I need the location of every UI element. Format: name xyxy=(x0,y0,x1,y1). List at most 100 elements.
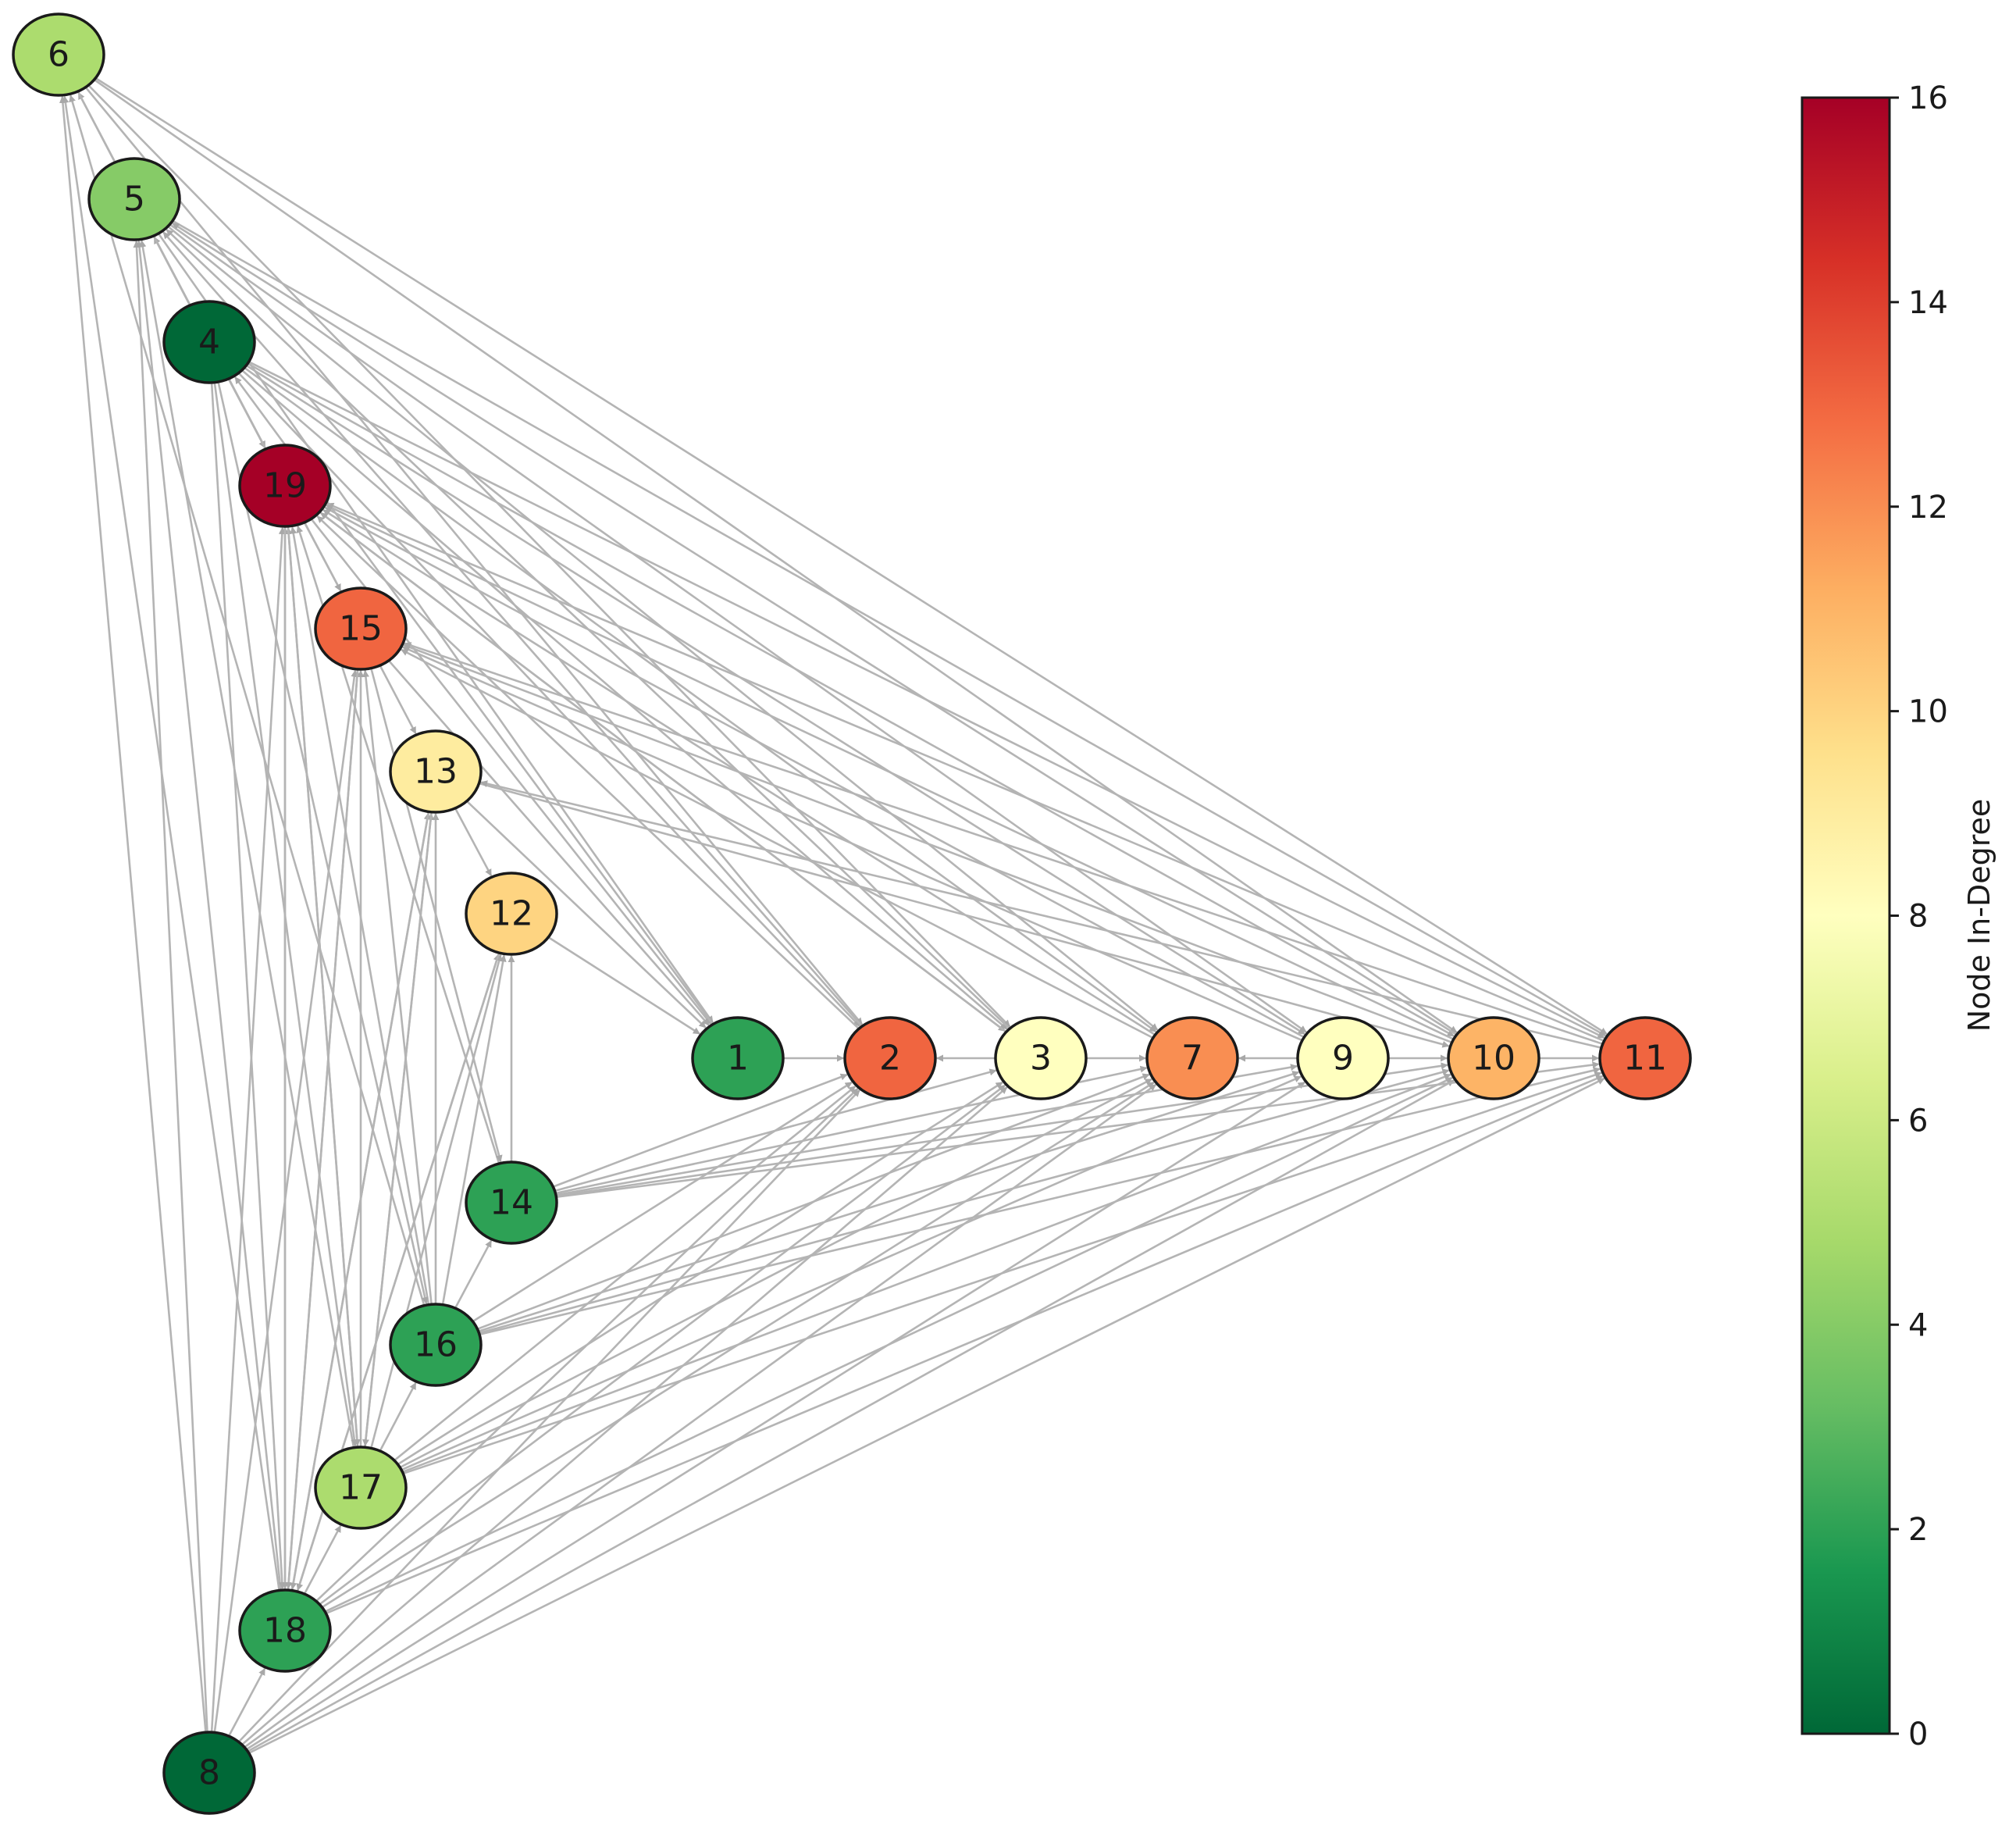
edge-8-to-18 xyxy=(227,1667,266,1737)
node-label-10: 10 xyxy=(1472,1039,1516,1079)
edge-16-to-11 xyxy=(479,1067,1601,1335)
edge-8-to-10 xyxy=(247,1079,1455,1752)
edge-17-to-11 xyxy=(402,1071,1602,1475)
edge-9-to-15 xyxy=(402,646,1303,1042)
node-circle-3 xyxy=(994,1016,1088,1100)
edge-8-to-11 xyxy=(248,1077,1605,1754)
edge-13-to-18 xyxy=(290,811,430,1590)
edge-5-to-9 xyxy=(169,223,1307,1033)
node-11: 11 xyxy=(1598,1016,1692,1100)
edge-8-to-9 xyxy=(245,1081,1305,1751)
node-circle-6 xyxy=(12,12,105,97)
node-circle-18 xyxy=(238,1588,332,1673)
node-16: 16 xyxy=(389,1303,483,1387)
node-label-4: 4 xyxy=(198,323,220,362)
edge-18-to-6 xyxy=(62,95,280,1591)
edge-16-to-14 xyxy=(454,1239,493,1309)
node-label-1: 1 xyxy=(727,1039,749,1079)
edge-17-to-16 xyxy=(379,1382,417,1452)
node-circle-2 xyxy=(843,1016,937,1100)
colorbar-tick-label: 12 xyxy=(1908,490,1948,526)
node-label-19: 19 xyxy=(263,466,307,506)
node-label-3: 3 xyxy=(1030,1039,1052,1079)
colorbar-tick-label: 6 xyxy=(1908,1103,1928,1139)
edge-6-to-2 xyxy=(84,86,864,1025)
colorbar-tick-label: 14 xyxy=(1908,285,1948,321)
edge-17-to-5 xyxy=(139,240,355,1448)
edge-10-to-19 xyxy=(326,504,1455,1040)
edge-11-to-13 xyxy=(480,780,1602,1049)
node-circle-10 xyxy=(1447,1016,1540,1100)
node-circle-13 xyxy=(389,729,483,814)
edge-18-to-17 xyxy=(303,1524,342,1595)
colorbar: 0 2 4 6 8 10 12 14 16 Node In-Degree xyxy=(1801,80,1996,1752)
edge-4-to-18 xyxy=(210,382,286,1589)
edge-2-to-19 xyxy=(316,515,860,1030)
node-label-13: 13 xyxy=(414,752,458,792)
edge-16-to-19 xyxy=(290,526,430,1305)
node-label-8: 8 xyxy=(198,1753,220,1793)
edge-14-to-10 xyxy=(556,1062,1448,1197)
edge-19-to-17 xyxy=(287,526,361,1446)
edge-13-to-12 xyxy=(454,808,493,877)
edge-16-to-2 xyxy=(472,1081,853,1323)
edge-4-to-16 xyxy=(217,381,429,1304)
node-circle-17 xyxy=(314,1446,408,1530)
node-label-12: 12 xyxy=(490,894,533,934)
node-10: 10 xyxy=(1447,1016,1540,1100)
edge-16-to-10 xyxy=(479,1068,1450,1335)
edge-13-to-1 xyxy=(465,800,707,1029)
node-label-15: 15 xyxy=(339,609,383,649)
node-19: 19 xyxy=(238,444,332,528)
node-3: 3 xyxy=(994,1016,1088,1100)
edge-8-to-19 xyxy=(210,527,286,1733)
edge-4-to-7 xyxy=(244,366,1157,1033)
edge-18-to-10 xyxy=(324,1076,1453,1613)
node-circle-19 xyxy=(238,444,332,528)
edge-17-to-7 xyxy=(399,1078,1152,1469)
node-18: 18 xyxy=(238,1588,332,1673)
edge-16-to-9 xyxy=(478,1071,1300,1332)
edge-15-to-14 xyxy=(370,668,503,1163)
edge-8-to-7 xyxy=(244,1083,1157,1749)
node-circle-9 xyxy=(1296,1016,1390,1100)
node-17: 17 xyxy=(314,1446,408,1530)
colorbar-tick-label: 0 xyxy=(1908,1717,1928,1752)
node-circle-1 xyxy=(691,1016,785,1100)
edge-14-to-2 xyxy=(552,1073,848,1188)
node-8: 8 xyxy=(162,1731,256,1815)
node-label-9: 9 xyxy=(1332,1039,1354,1079)
edge-16-to-12 xyxy=(441,954,507,1305)
node-13: 13 xyxy=(389,729,483,814)
edges-layer xyxy=(59,77,1608,1754)
edge-17-to-9 xyxy=(401,1075,1302,1471)
colorbar-tick-label: 2 xyxy=(1908,1512,1928,1548)
edge-10-to-5 xyxy=(172,222,1458,1036)
node-15: 15 xyxy=(314,586,408,671)
edge-4-to-9 xyxy=(245,364,1305,1036)
node-circle-11 xyxy=(1598,1016,1692,1100)
edge-16-to-7 xyxy=(476,1073,1150,1331)
colorbar-tick-label: 16 xyxy=(1908,80,1948,116)
edge-6-to-11 xyxy=(94,77,1608,1036)
node-12: 12 xyxy=(465,872,558,956)
node-14: 14 xyxy=(465,1161,558,1245)
node-circle-12 xyxy=(465,872,558,956)
node-label-18: 18 xyxy=(263,1611,307,1651)
edge-17-to-10 xyxy=(401,1073,1451,1474)
edge-12-to-1 xyxy=(547,936,700,1035)
node-9: 9 xyxy=(1296,1016,1390,1100)
node-label-11: 11 xyxy=(1623,1039,1667,1079)
colorbar-ticks: 0 2 4 6 8 10 12 14 16 xyxy=(1890,80,1948,1752)
edge-11-to-15 xyxy=(404,642,1604,1046)
node-circle-16 xyxy=(389,1303,483,1387)
colorbar-tick-label: 8 xyxy=(1908,899,1928,935)
edge-8-to-5 xyxy=(133,241,208,1733)
node-label-2: 2 xyxy=(879,1039,901,1079)
edge-15-to-1 xyxy=(387,660,710,1026)
edge-11-to-19 xyxy=(326,502,1605,1043)
colorbar-gradient xyxy=(1801,96,1891,1735)
node-5: 5 xyxy=(87,157,181,241)
node-circle-4 xyxy=(162,300,256,384)
